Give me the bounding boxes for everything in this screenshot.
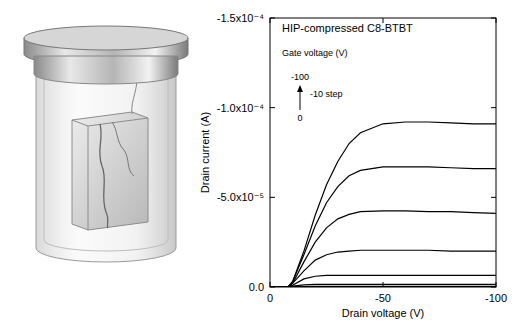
- lid-top: [24, 26, 188, 50]
- x-axis-title: Drain voltage (V): [342, 307, 425, 319]
- output-curve: [270, 250, 496, 287]
- output-curve: [270, 286, 496, 287]
- x-tick-label: -50: [375, 292, 391, 304]
- x-tick-label: 0: [267, 292, 273, 304]
- y-tick: [270, 107, 275, 108]
- x-tick-label: -100: [485, 292, 507, 304]
- output-curve: [270, 286, 496, 287]
- sample-block: [72, 112, 148, 230]
- vessel-inner: [44, 66, 168, 251]
- output-curve: [270, 122, 496, 287]
- y-tick: [491, 18, 496, 19]
- annotation: -10 step: [310, 89, 343, 99]
- block-edge: [88, 126, 89, 230]
- annotation: Gate voltage (V): [282, 48, 348, 58]
- plot-frame: [270, 18, 496, 287]
- y-tick-label: -1.0x10⁻⁴: [217, 102, 264, 114]
- crack: [100, 124, 108, 228]
- y-tick: [491, 107, 496, 108]
- output-curve: [270, 167, 496, 287]
- y-tick-label: -5.0x10⁻⁵: [217, 191, 264, 203]
- annotation: 0: [297, 113, 302, 123]
- y-tick-label: 0.0: [249, 281, 264, 293]
- output-curve: [270, 275, 496, 287]
- output-curve: [270, 286, 496, 287]
- y-tick: [270, 197, 275, 198]
- y-axis-title: Drain current (A): [199, 112, 211, 193]
- y-tick-label: -1.5x10⁻⁴: [217, 12, 264, 24]
- x-tick: [496, 18, 497, 23]
- plug: [34, 56, 178, 84]
- output-curve: [270, 286, 496, 287]
- x-tick: [270, 282, 271, 287]
- y-tick: [491, 197, 496, 198]
- chart-title: HIP-compressed C8-BTBT: [282, 22, 413, 34]
- illustration: [24, 26, 188, 262]
- block-edge: [72, 118, 148, 126]
- x-tick: [270, 18, 271, 23]
- output-curve: [270, 211, 496, 287]
- gate-arrow-head: [297, 85, 303, 92]
- series-group: [270, 122, 496, 287]
- crack: [112, 122, 134, 176]
- figure: 0 -50 -100 0.0 -5.0x10⁻⁵ -1.0x10⁻⁴ -1.5x10⁻⁴ Dr…: [0, 0, 516, 323]
- output-curve: [270, 284, 496, 287]
- y-tick: [270, 18, 275, 19]
- annotation: -100: [291, 72, 309, 82]
- output-curve: [270, 286, 496, 287]
- vessel-body: [36, 60, 176, 262]
